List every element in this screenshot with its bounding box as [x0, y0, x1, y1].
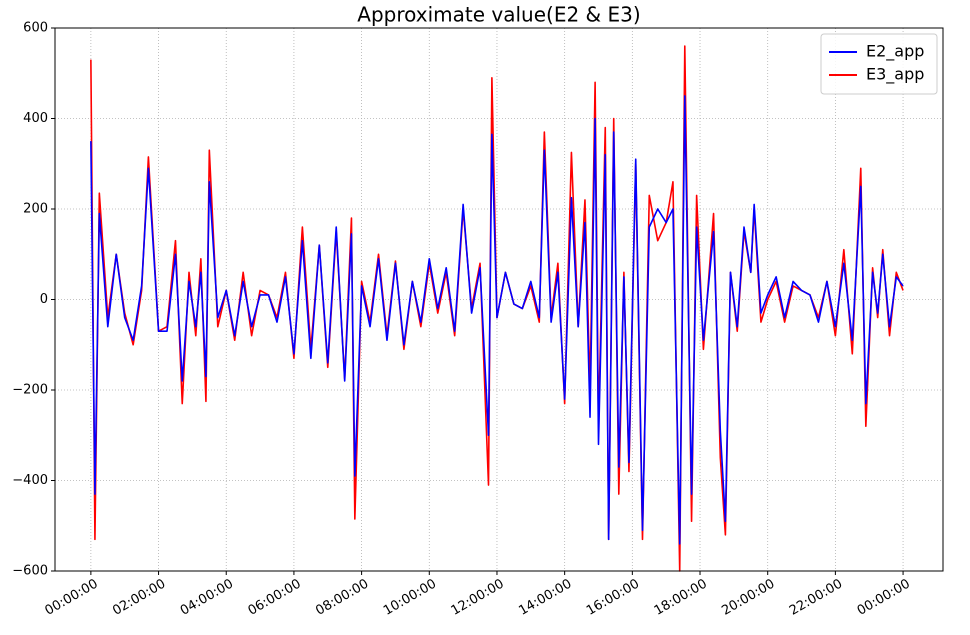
y-tick-label: −600 — [12, 564, 48, 579]
legend-label: E2_app — [866, 42, 924, 62]
y-tick-label: −200 — [12, 383, 48, 398]
series-line — [90, 95, 904, 545]
legend-label: E3_app — [866, 65, 924, 85]
legend-box — [820, 33, 938, 95]
y-tick-label: 200 — [23, 202, 48, 217]
y-tick-label: −400 — [12, 473, 48, 488]
y-tick-label: 0 — [40, 292, 48, 307]
chart-title: Approximate value(E2 & E3) — [357, 3, 640, 27]
y-tick-label: 600 — [23, 21, 48, 36]
plot-frame — [54, 27, 944, 572]
y-tick-label: 400 — [23, 111, 48, 126]
